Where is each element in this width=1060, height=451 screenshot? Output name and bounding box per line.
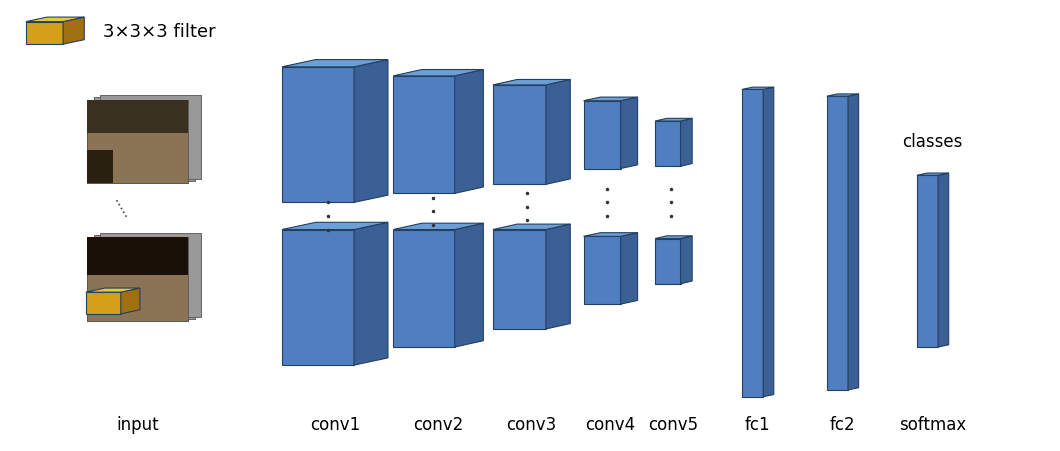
Polygon shape	[86, 289, 140, 292]
Text: 3×3×3 filter: 3×3×3 filter	[104, 23, 216, 41]
Polygon shape	[493, 86, 546, 185]
Polygon shape	[87, 238, 189, 321]
Polygon shape	[354, 60, 388, 203]
Polygon shape	[25, 18, 85, 23]
Polygon shape	[86, 292, 121, 314]
Polygon shape	[64, 18, 85, 45]
Text: classes: classes	[903, 133, 962, 151]
Polygon shape	[393, 77, 455, 194]
Polygon shape	[282, 223, 388, 230]
Polygon shape	[455, 224, 483, 347]
Polygon shape	[583, 98, 637, 101]
Polygon shape	[87, 238, 189, 321]
Polygon shape	[87, 100, 189, 184]
Text: conv4: conv4	[585, 415, 636, 433]
Polygon shape	[493, 230, 546, 329]
Text: softmax: softmax	[899, 415, 967, 433]
Polygon shape	[848, 95, 859, 390]
Text: fc1: fc1	[745, 415, 771, 433]
Polygon shape	[282, 68, 354, 203]
Text: conv3: conv3	[507, 415, 556, 433]
Polygon shape	[827, 97, 848, 390]
Polygon shape	[546, 80, 570, 185]
Polygon shape	[620, 98, 637, 169]
Polygon shape	[938, 174, 949, 347]
Polygon shape	[655, 236, 692, 239]
Polygon shape	[583, 101, 620, 169]
Polygon shape	[393, 230, 455, 347]
Polygon shape	[282, 230, 354, 365]
Polygon shape	[742, 90, 763, 397]
Text: conv5: conv5	[649, 415, 699, 433]
Polygon shape	[655, 119, 692, 122]
Polygon shape	[282, 60, 388, 68]
Polygon shape	[121, 289, 140, 314]
Polygon shape	[827, 95, 859, 97]
Polygon shape	[546, 225, 570, 329]
Text: fc2: fc2	[830, 415, 855, 433]
Polygon shape	[100, 233, 201, 317]
Polygon shape	[455, 70, 483, 194]
Polygon shape	[583, 237, 620, 304]
Polygon shape	[493, 80, 570, 86]
Polygon shape	[681, 236, 692, 284]
Polygon shape	[583, 233, 637, 237]
Polygon shape	[100, 96, 201, 179]
Polygon shape	[25, 23, 64, 45]
Polygon shape	[655, 239, 681, 284]
Polygon shape	[87, 238, 189, 276]
Polygon shape	[763, 88, 774, 397]
Polygon shape	[87, 100, 189, 184]
Polygon shape	[87, 150, 112, 184]
Polygon shape	[620, 233, 637, 304]
Polygon shape	[393, 70, 483, 77]
Polygon shape	[393, 224, 483, 230]
Text: input: input	[117, 415, 159, 433]
Polygon shape	[917, 174, 949, 176]
Polygon shape	[94, 235, 195, 319]
Text: conv1: conv1	[310, 415, 360, 433]
Polygon shape	[94, 98, 195, 181]
Polygon shape	[655, 122, 681, 167]
Polygon shape	[354, 223, 388, 365]
Polygon shape	[87, 100, 189, 133]
Polygon shape	[681, 119, 692, 167]
Polygon shape	[917, 176, 938, 347]
Text: conv2: conv2	[413, 415, 463, 433]
Polygon shape	[742, 88, 774, 90]
Polygon shape	[493, 225, 570, 230]
